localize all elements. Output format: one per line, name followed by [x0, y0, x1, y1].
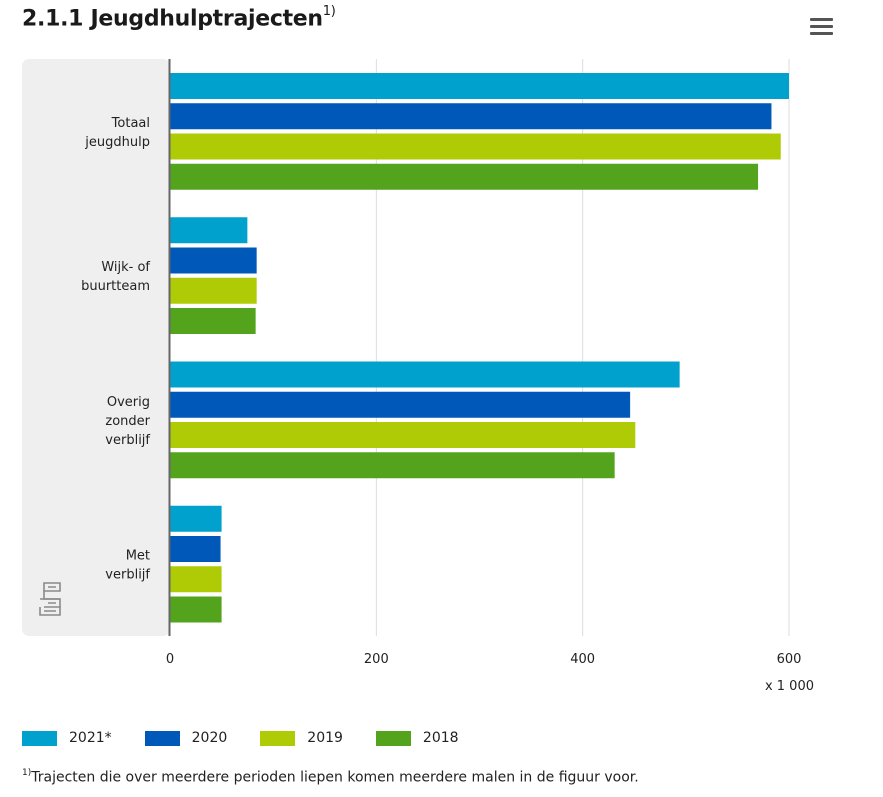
bars [170, 73, 789, 623]
legend-swatch [144, 730, 180, 746]
category-label: Met [126, 549, 150, 564]
footnote-marker: 1) [22, 768, 32, 778]
category-label: buurtteam [81, 279, 150, 294]
legend-item[interactable]: 2020 [144, 730, 228, 746]
legend-label: 2020 [191, 730, 228, 746]
bar-chart: Totaal jeugdhulp Wijk- of buurtteam Overig zo… [22, 59, 814, 694]
bar[interactable] [170, 217, 248, 244]
category-labels: Totaal jeugdhulp Wijk- of buurtteam Overig zo… [81, 116, 151, 583]
category-label: Overig [107, 395, 150, 410]
bar[interactable] [170, 247, 257, 274]
category-label: Wijk- of [101, 260, 150, 275]
legend-label: 2019 [307, 730, 343, 746]
bar[interactable] [170, 422, 636, 448]
chart-title-text: 2.1.1 Jeugdhulptrajecten [22, 6, 323, 32]
category-label: verblijf [105, 568, 150, 583]
footnote: 1)Trajecten die over meerdere perioden l… [22, 768, 639, 786]
legend: 2021* 2020 2019 2018 [22, 730, 492, 746]
bar[interactable] [170, 391, 631, 418]
footnote-text: Trajecten die over meerdere perioden lie… [31, 769, 639, 786]
legend-label: 2021* [69, 730, 112, 746]
legend-label: 2018 [422, 730, 459, 746]
x-axis-unit: x 1 000 [765, 679, 814, 694]
legend-swatch [22, 730, 57, 746]
bar[interactable] [170, 308, 256, 334]
bar[interactable] [170, 163, 759, 190]
category-label: verblijf [105, 433, 150, 448]
x-tick-label: 200 [364, 652, 389, 667]
category-band [22, 59, 170, 636]
bar[interactable] [170, 452, 615, 479]
x-tick-label: 600 [777, 652, 802, 667]
bar[interactable] [170, 277, 257, 304]
x-tick-label: 0 [166, 652, 174, 667]
title-footnote-marker: 1) [322, 4, 336, 19]
bar[interactable] [170, 596, 222, 623]
hamburger-menu-icon[interactable] [809, 16, 835, 38]
bar[interactable] [170, 566, 222, 593]
category-label: jeugdhulp [84, 135, 150, 150]
chart-title: 2.1.1 Jeugdhulptrajecten1) [22, 4, 336, 32]
bar[interactable] [170, 133, 781, 160]
bar[interactable] [170, 505, 222, 532]
legend-swatch [375, 730, 411, 746]
cbs-logo-icon [39, 582, 61, 616]
legend-item[interactable]: 2019 [260, 730, 343, 746]
legend-swatch [260, 730, 296, 746]
bar[interactable] [170, 536, 221, 562]
category-label: Totaal [111, 116, 150, 131]
legend-item[interactable]: 2021* [22, 730, 112, 746]
legend-item[interactable]: 2018 [375, 730, 459, 746]
x-tick-label: 400 [570, 652, 595, 667]
bar[interactable] [170, 103, 772, 130]
bar[interactable] [170, 361, 680, 388]
x-tick-labels: 0 200 400 600 [166, 652, 802, 667]
category-label: zonder [105, 414, 150, 429]
bar[interactable] [170, 73, 789, 99]
